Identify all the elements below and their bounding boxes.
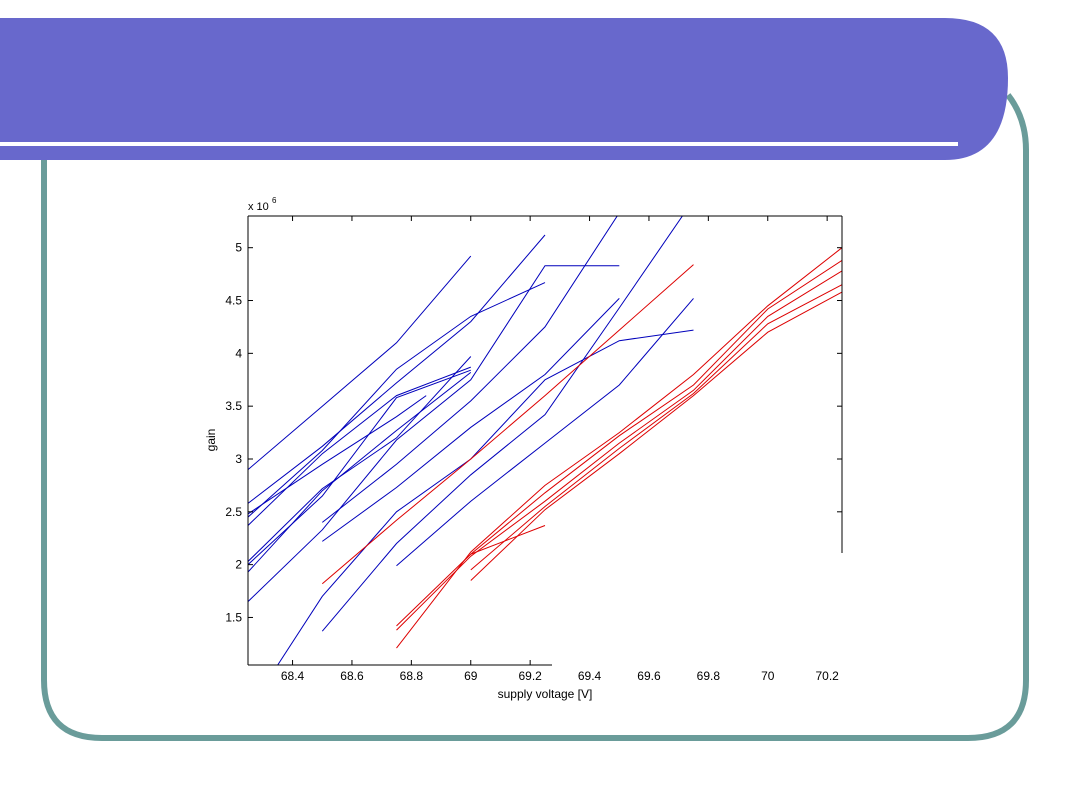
x-tick-label: 68.6 bbox=[340, 669, 364, 683]
x-tick-label: 68.4 bbox=[281, 669, 305, 683]
series-line-blue-6 bbox=[248, 356, 472, 562]
series-line-blue-1 bbox=[248, 255, 472, 470]
series-line-blue-14 bbox=[396, 298, 694, 567]
y-multiplier-exponent: 6 bbox=[272, 196, 277, 205]
series-line-blue-2 bbox=[248, 234, 546, 504]
series-line-blue-8 bbox=[248, 369, 471, 565]
x-tick-label: 70 bbox=[761, 669, 775, 683]
x-tick-label: 69.6 bbox=[637, 669, 661, 683]
title-banner bbox=[0, 18, 1008, 160]
series-line-red-18 bbox=[396, 270, 842, 631]
x-tick-label: 68.8 bbox=[400, 669, 424, 683]
x-axis-label: supply voltage [V] bbox=[498, 687, 593, 701]
series-line-red-16 bbox=[396, 247, 842, 649]
y-tick-label: 4.5 bbox=[225, 294, 242, 308]
chart: 68.4 68.6 68.8 69 69.2 69.4 69.6 69.8 70 70.2 1.5 2… bbox=[204, 196, 843, 701]
x-tick-label: 69.4 bbox=[578, 669, 602, 683]
series-line-red-19 bbox=[470, 291, 842, 581]
series-layer bbox=[248, 216, 842, 665]
banner-rule bbox=[0, 142, 958, 146]
series-line-blue-3 bbox=[248, 282, 546, 518]
x-tick-label: 69.2 bbox=[518, 669, 542, 683]
y-tick-label: 5 bbox=[235, 241, 242, 255]
series-line-blue-7 bbox=[248, 372, 472, 573]
series-line-blue-11 bbox=[322, 298, 620, 542]
x-tick-label: 70.2 bbox=[815, 669, 839, 683]
y-tick-label: 3.5 bbox=[225, 399, 242, 413]
plot-background bbox=[248, 216, 842, 665]
series-line-blue-10 bbox=[321, 216, 618, 523]
series-line-red-20 bbox=[470, 284, 842, 571]
series-line-blue-5 bbox=[248, 395, 427, 515]
series-line-red-21 bbox=[470, 525, 546, 555]
y-axis-label: gain bbox=[204, 429, 218, 452]
x-tick-label: 69.8 bbox=[697, 669, 721, 683]
slide-frame bbox=[41, 93, 1029, 741]
x-tick-label: 69 bbox=[464, 669, 478, 683]
y-tick-label: 2.5 bbox=[225, 505, 242, 519]
y-tick-label: 1.5 bbox=[225, 610, 242, 624]
series-line-blue-13 bbox=[321, 216, 684, 632]
y-tick-label: 2 bbox=[235, 558, 242, 572]
axes-layer: 68.4 68.6 68.8 69 69.2 69.4 69.6 69.8 70 70.2 1.5 2… bbox=[225, 215, 843, 683]
series-line-blue-9 bbox=[248, 265, 620, 602]
y-tick-label: 4 bbox=[235, 346, 242, 360]
series-line-red-15 bbox=[321, 264, 694, 585]
y-tick-label: 3 bbox=[235, 452, 242, 466]
y-multiplier-label: x 10 bbox=[248, 201, 269, 213]
